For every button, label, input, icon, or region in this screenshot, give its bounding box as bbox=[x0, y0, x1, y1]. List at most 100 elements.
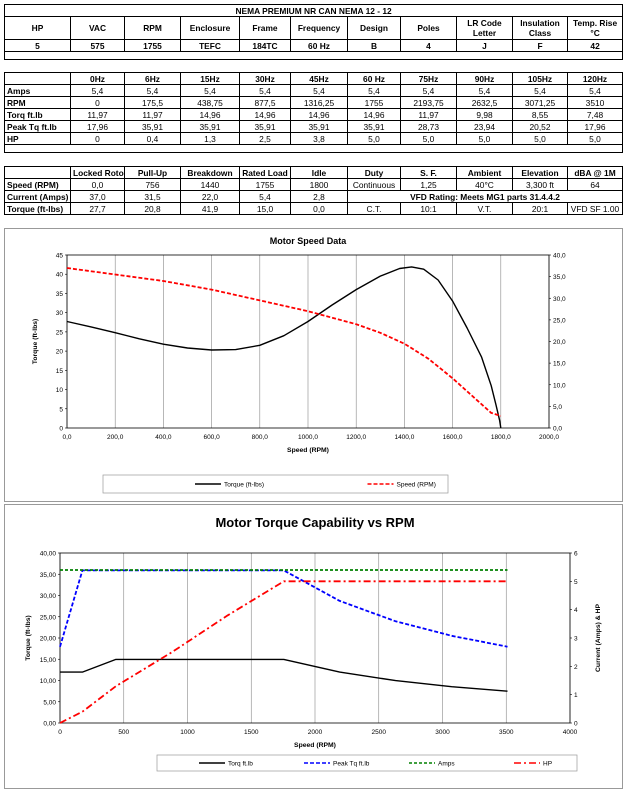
perf-cell: 1800 bbox=[290, 178, 348, 191]
y-tick-label: 40 bbox=[56, 272, 64, 279]
spec-header-cell: Design bbox=[347, 16, 401, 40]
freq-row-label: Torq ft.lb bbox=[4, 108, 71, 121]
freq-cell: 877,5 bbox=[239, 96, 291, 109]
vfd-value-cell: V.T. bbox=[456, 202, 513, 215]
freq-cell: 35,91 bbox=[347, 120, 401, 133]
y2-axis-label: Current (Amps) & HP bbox=[595, 604, 602, 672]
y-tick-label: 35,00 bbox=[40, 572, 57, 579]
y2-tick-label: 15,0 bbox=[553, 361, 566, 368]
freq-row: RPM 0 175,5 438,75 877,5 1316,25 1755 2193,75 26… bbox=[4, 96, 623, 109]
spec-header-cell: Insulation Class bbox=[512, 16, 568, 40]
freq-cell: 14,96 bbox=[180, 108, 240, 121]
freq-cell: 5,0 bbox=[567, 132, 623, 145]
spacer-row bbox=[4, 144, 623, 153]
freq-header-cell: 30Hz bbox=[239, 72, 291, 85]
perf-header-cell: Idle bbox=[290, 166, 348, 179]
vfd-rating: VFD Rating: Meets MG1 parts 31.4.4.2 bbox=[347, 190, 623, 203]
freq-row-label: RPM bbox=[4, 96, 71, 109]
perf-cell: 15,0 bbox=[239, 202, 291, 215]
spec-value-cell: F bbox=[512, 39, 568, 52]
y-axis-label: Torque (ft-lbs) bbox=[25, 615, 32, 661]
legend-label: Torq ft.lb bbox=[228, 760, 253, 767]
legend-label: Amps bbox=[438, 760, 455, 767]
freq-cell: 5,4 bbox=[180, 84, 240, 97]
freq-header-cell bbox=[4, 72, 71, 85]
freq-cell: 17,96 bbox=[70, 120, 125, 133]
x-tick-label: 600,0 bbox=[203, 434, 220, 441]
y-tick-label: 0 bbox=[59, 426, 63, 433]
spec-value-cell: B bbox=[347, 39, 401, 52]
y-tick-label: 15,00 bbox=[40, 657, 57, 664]
freq-header-cell: 6Hz bbox=[124, 72, 181, 85]
freq-row-label: HP bbox=[4, 132, 71, 145]
x-tick-label: 1500 bbox=[244, 729, 259, 736]
y-tick-label: 5 bbox=[59, 406, 63, 413]
freq-cell: 1316,25 bbox=[290, 96, 348, 109]
spec-header-cell: HP bbox=[4, 16, 71, 40]
freq-cell: 5,0 bbox=[400, 132, 457, 145]
freq-header-cell: 0Hz bbox=[70, 72, 125, 85]
y2-tick-label: 1 bbox=[574, 692, 578, 699]
series-line-0 bbox=[60, 658, 508, 692]
vfd-value-cell: 20:1 bbox=[512, 202, 568, 215]
y-tick-label: 40,00 bbox=[40, 551, 57, 558]
y-tick-label: 35 bbox=[56, 291, 64, 298]
x-tick-label: 1400,0 bbox=[394, 434, 414, 441]
y2-tick-label: 5 bbox=[574, 579, 578, 586]
perf-row: Speed (RPM) 0,0 756 1440 1755 1800 Continuous 1… bbox=[4, 178, 623, 191]
x-tick-label: 1600,0 bbox=[443, 434, 463, 441]
spec-header-cell: RPM bbox=[124, 16, 181, 40]
spec-header-cell: Frequency bbox=[290, 16, 348, 40]
perf-cell: 27,7 bbox=[70, 202, 125, 215]
perf-cell: 2,8 bbox=[290, 190, 348, 203]
freq-cell: 20,52 bbox=[512, 120, 568, 133]
y2-tick-label: 5,0 bbox=[553, 404, 562, 411]
perf-row-label: Speed (RPM) bbox=[4, 178, 71, 191]
freq-cell: 1,3 bbox=[180, 132, 240, 145]
spec-header-cell: LR Code Letter bbox=[456, 16, 513, 40]
perf-cell: 20,8 bbox=[124, 202, 181, 215]
freq-cell: 11,97 bbox=[124, 108, 181, 121]
spec-value-cell: 60 Hz bbox=[290, 39, 348, 52]
perf-cell: 1755 bbox=[239, 178, 291, 191]
freq-cell: 438,75 bbox=[180, 96, 240, 109]
perf-header-cell: Rated Load bbox=[239, 166, 291, 179]
frequency-table: 0Hz 6Hz 15Hz 30Hz 45Hz 60 Hz 75Hz 90Hz 105Hz 120H… bbox=[4, 72, 623, 153]
y-tick-label: 15 bbox=[56, 368, 64, 375]
duty-value-cell: Continuous bbox=[347, 178, 401, 191]
freq-cell: 14,96 bbox=[290, 108, 348, 121]
vfd-value-cell: C.T. bbox=[347, 202, 401, 215]
x-axis-label: Speed (RPM) bbox=[287, 447, 329, 454]
freq-header-cell: 75Hz bbox=[400, 72, 457, 85]
spec-value-cell: TEFC bbox=[180, 39, 240, 52]
y2-tick-label: 4 bbox=[574, 607, 578, 614]
x-tick-label: 0 bbox=[58, 729, 62, 736]
x-tick-label: 0,0 bbox=[62, 434, 71, 441]
legend-label: Peak Tq ft.lb bbox=[333, 760, 370, 767]
x-tick-label: 1200,0 bbox=[346, 434, 366, 441]
y-tick-label: 30 bbox=[56, 310, 64, 317]
perf-cell: 37,0 bbox=[70, 190, 125, 203]
legend-box bbox=[156, 754, 578, 772]
freq-cell: 28,73 bbox=[400, 120, 457, 133]
x-tick-label: 500 bbox=[118, 729, 129, 736]
legend-label: Torque (ft-lbs) bbox=[224, 481, 264, 488]
duty-value-cell: 64 bbox=[567, 178, 623, 191]
y2-tick-label: 0,0 bbox=[553, 426, 562, 433]
legend-label: HP bbox=[543, 760, 552, 767]
freq-cell: 11,97 bbox=[70, 108, 125, 121]
x-tick-label: 3500 bbox=[499, 729, 514, 736]
freq-cell: 3510 bbox=[567, 96, 623, 109]
freq-cell: 11,97 bbox=[400, 108, 457, 121]
freq-cell: 2,5 bbox=[239, 132, 291, 145]
freq-cell: 5,0 bbox=[512, 132, 568, 145]
freq-cell: 5,0 bbox=[456, 132, 513, 145]
freq-cell: 5,4 bbox=[512, 84, 568, 97]
y-axis-label: Torque (ft-lbs) bbox=[32, 319, 39, 365]
freq-header-cell: 45Hz bbox=[290, 72, 348, 85]
duty-header-cell: Duty bbox=[347, 166, 401, 179]
x-tick-label: 2000,0 bbox=[539, 434, 559, 441]
y-tick-label: 5,00 bbox=[43, 699, 56, 706]
